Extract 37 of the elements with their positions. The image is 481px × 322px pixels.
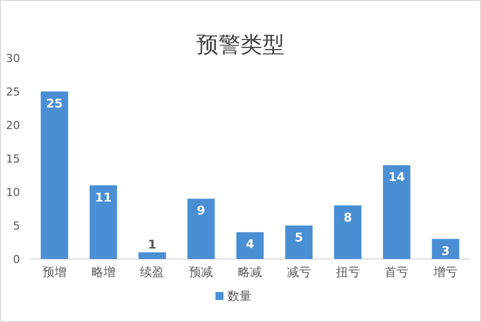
- bar: [236, 232, 264, 259]
- legend: 数量: [216, 289, 252, 303]
- bar: [334, 205, 362, 259]
- x-tick-label: 略增: [91, 265, 116, 279]
- x-tick-label: 预增: [42, 265, 66, 279]
- legend-label: 数量: [228, 289, 252, 303]
- x-tick-label: 略减: [238, 265, 262, 279]
- y-tick-label: 0: [13, 253, 20, 266]
- x-tick-label: 扭亏: [336, 265, 360, 279]
- x-tick-label: 减亏: [286, 265, 311, 279]
- bar: [40, 92, 68, 259]
- data-label: 3: [441, 244, 450, 258]
- data-label: 5: [294, 230, 304, 244]
- bar: [90, 185, 118, 259]
- chart-title: 预警类型: [196, 33, 284, 58]
- data-label: 1: [148, 237, 156, 252]
- data-label: 14: [388, 170, 406, 184]
- data-label: 9: [196, 204, 206, 218]
- y-tick-label: 20: [6, 119, 20, 132]
- y-tick-label: 15: [6, 152, 20, 166]
- bar: [432, 238, 460, 259]
- data-label: 4: [246, 237, 254, 252]
- y-tick-label: 10: [6, 186, 20, 199]
- bar: [138, 252, 166, 259]
- y-tick-label: 5: [13, 220, 20, 232]
- data-label: 11: [94, 190, 112, 204]
- x-tick-label: 增亏: [432, 265, 458, 279]
- data-label: 8: [344, 210, 352, 224]
- data-label: 25: [46, 96, 63, 110]
- y-tick-label: 25: [6, 86, 20, 98]
- x-tick-label: 首亏: [384, 265, 409, 279]
- x-tick-label: 预减: [189, 265, 214, 279]
- y-tick-label: 30: [6, 52, 20, 65]
- x-tick-label: 续盈: [140, 265, 164, 279]
- bar: [187, 198, 215, 259]
- bar: [382, 165, 410, 259]
- bar: [285, 226, 313, 259]
